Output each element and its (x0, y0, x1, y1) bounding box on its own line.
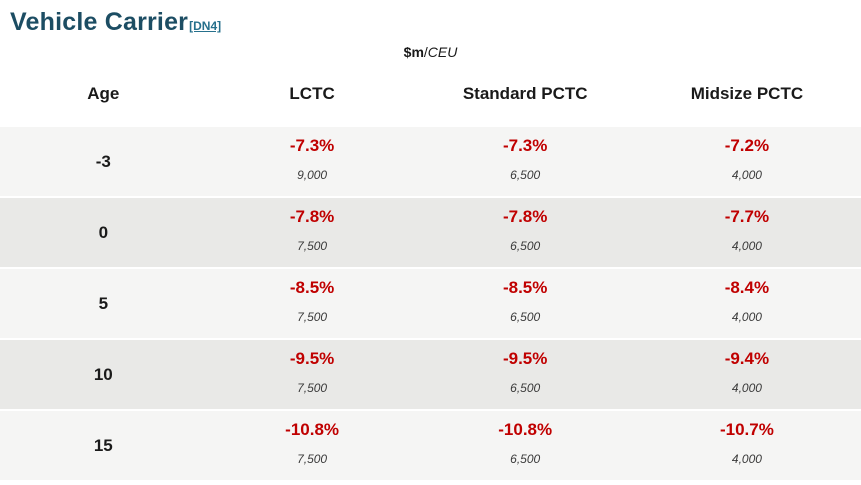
pct-change-value: -9.5% (289, 349, 335, 368)
footnote-link[interactable]: [DN4] (189, 19, 222, 33)
pct-change-value: -7.7% (724, 207, 770, 226)
ceu-value: 7,500 (297, 310, 328, 324)
unit-label: $m/CEU (0, 43, 861, 61)
ceu-value: 7,500 (297, 381, 328, 395)
age-cell: 10 (93, 364, 113, 384)
data-cell: -7.8% 7,500 (207, 197, 418, 268)
column-header: Standard PCTC (417, 63, 633, 126)
unit-name: CEU (427, 44, 458, 60)
pct-change-value: -10.8% (285, 420, 340, 439)
pct-change-value: -9.4% (724, 349, 770, 368)
pct-change-value: -7.2% (724, 136, 770, 155)
column-header: Midsize PCTC (632, 63, 861, 126)
pct-change-value: -10.7% (719, 420, 774, 439)
data-cell: -10.8% 7,500 (207, 410, 418, 480)
data-cell: -9.5% 6,500 (418, 339, 633, 410)
pct-change-value: -7.8% (502, 207, 548, 226)
pct-change-value: -7.3% (502, 136, 548, 155)
ceu-value: 6,500 (510, 310, 541, 324)
table-row: 15 -10.8% 7,500 -10.8% 6,500 -10.7% 4,000 (0, 410, 861, 480)
data-cell: -7.8% 6,500 (418, 197, 633, 268)
data-cell: -7.2% 4,000 (633, 126, 861, 197)
data-cell: -9.5% 7,500 (207, 339, 418, 410)
ceu-value: 6,500 (510, 452, 541, 466)
title-row: Vehicle Carrier[DN4] (0, 0, 861, 41)
ceu-value: 9,000 (297, 168, 328, 182)
ceu-value: 6,500 (510, 239, 541, 253)
ceu-value: 7,500 (297, 452, 328, 466)
data-cell: -7.7% 4,000 (633, 197, 861, 268)
table-row: 10 -9.5% 7,500 -9.5% 6,500 -9.4% 4,000 (0, 339, 861, 410)
ceu-value: 6,500 (510, 168, 541, 182)
table-header-row: Age LCTC Standard PCTC Midsize PCTC (0, 63, 861, 126)
column-header: LCTC (206, 63, 418, 126)
age-cell: 0 (98, 222, 109, 242)
table-row: -3 -7.3% 9,000 -7.3% 6,500 -7.2% 4,000 (0, 126, 861, 197)
data-cell: -8.5% 6,500 (418, 268, 633, 339)
data-cell: -10.8% 6,500 (418, 410, 633, 480)
data-cell: -10.7% 4,000 (633, 410, 861, 480)
ceu-value: 4,000 (731, 452, 762, 466)
table-row: 5 -8.5% 7,500 -8.5% 6,500 -8.4% 4,000 (0, 268, 861, 339)
pct-change-value: -8.5% (502, 278, 548, 297)
data-cell: -9.4% 4,000 (633, 339, 861, 410)
age-cell: 15 (93, 435, 113, 455)
pct-change-value: -8.4% (724, 278, 770, 297)
ceu-value: 4,000 (731, 239, 762, 253)
data-cell: -8.4% 4,000 (633, 268, 861, 339)
pct-change-value: -9.5% (502, 349, 548, 368)
ceu-value: 7,500 (297, 239, 328, 253)
pct-change-value: -7.3% (289, 136, 335, 155)
data-cell: -7.3% 6,500 (418, 126, 633, 197)
unit-slash: / (423, 44, 428, 60)
data-cell: -7.3% 9,000 (207, 126, 418, 197)
ceu-value: 4,000 (731, 381, 762, 395)
unit-prefix: $m (403, 44, 424, 60)
pct-change-value: -8.5% (289, 278, 335, 297)
table-body: -3 -7.3% 9,000 -7.3% 6,500 -7.2% 4,000 0 -7.8% 7,… (0, 126, 861, 480)
page-title: Vehicle Carrier (10, 8, 189, 36)
age-cell: -3 (95, 151, 111, 171)
ceu-value: 4,000 (731, 168, 762, 182)
pct-change-value: -7.8% (289, 207, 335, 226)
ceu-value: 4,000 (731, 310, 762, 324)
ceu-value: 6,500 (510, 381, 541, 395)
age-cell: 5 (98, 293, 109, 313)
vehicle-carrier-table: Age LCTC Standard PCTC Midsize PCTC -3 -7.3%… (0, 63, 861, 480)
column-header: Age (0, 63, 207, 126)
pct-change-value: -10.8% (498, 420, 553, 439)
data-cell: -8.5% 7,500 (207, 268, 418, 339)
table-row: 0 -7.8% 7,500 -7.8% 6,500 -7.7% 4,000 (0, 197, 861, 268)
